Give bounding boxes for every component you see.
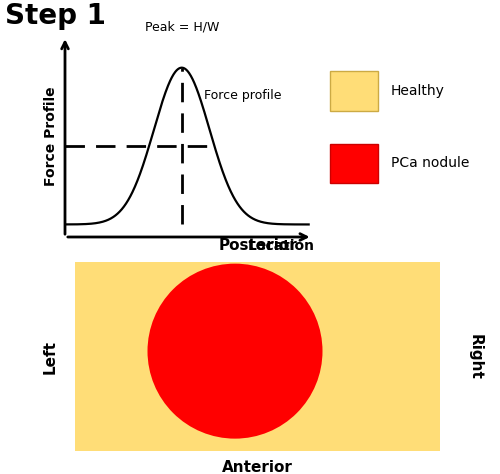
Text: Force Profile: Force Profile bbox=[44, 87, 58, 186]
Bar bbox=[330, 72, 378, 111]
Text: Step 1: Step 1 bbox=[5, 2, 106, 30]
Text: PCa nodule: PCa nodule bbox=[391, 156, 469, 170]
Text: Peak = H/W: Peak = H/W bbox=[144, 20, 219, 33]
Text: Anterior: Anterior bbox=[222, 460, 293, 474]
Text: Posterior: Posterior bbox=[218, 238, 297, 253]
Bar bbox=[75, 263, 440, 451]
Text: Location: Location bbox=[248, 238, 315, 253]
Bar bbox=[330, 144, 378, 183]
Ellipse shape bbox=[148, 264, 322, 438]
Text: Right: Right bbox=[468, 334, 482, 380]
Text: Healthy: Healthy bbox=[391, 84, 444, 98]
Text: Force profile: Force profile bbox=[204, 90, 281, 102]
Text: Left: Left bbox=[42, 340, 58, 374]
